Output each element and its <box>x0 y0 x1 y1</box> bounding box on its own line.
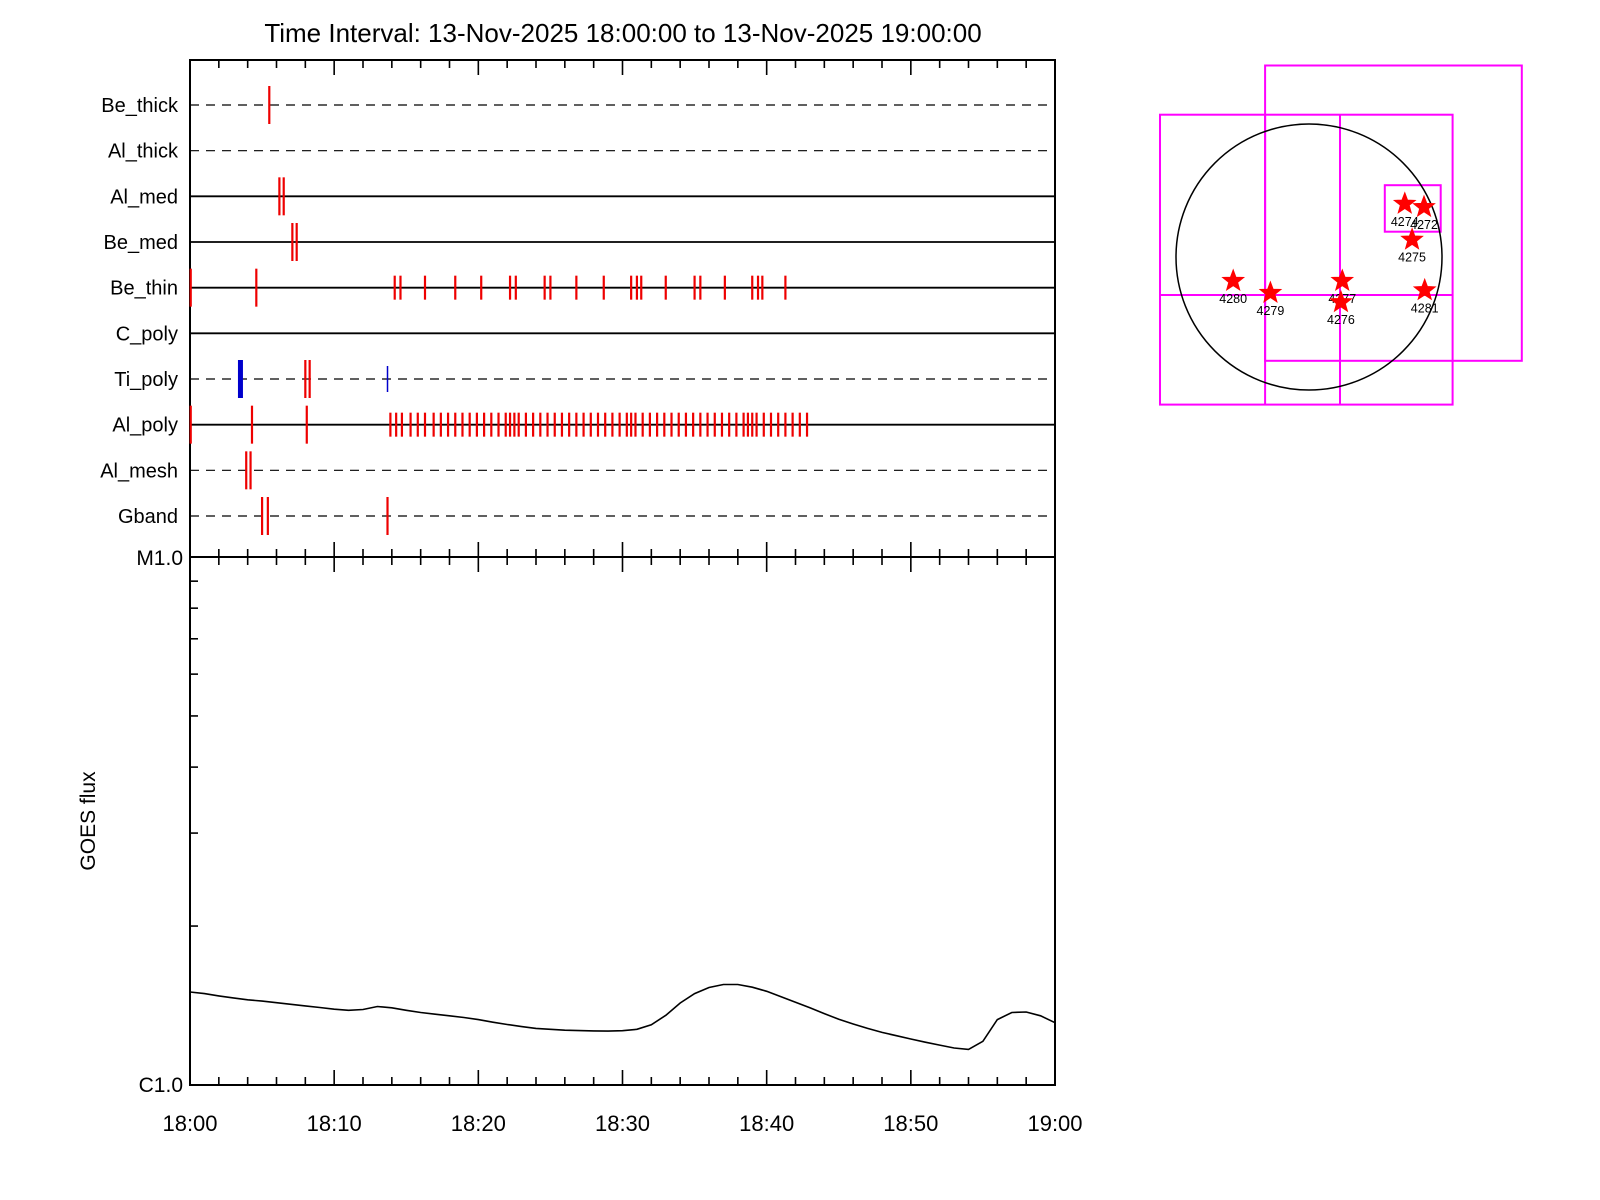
goes-panel: M1.0 C1.0 18:00 18:10 18:20 18:30 18:40 18:50 19… <box>77 547 1083 1136</box>
x-axis-label: 18:30 <box>595 1111 650 1136</box>
x-axis-label: 18:20 <box>451 1111 506 1136</box>
filter-row-label: Gband <box>118 506 178 528</box>
filter-row-label: Al_med <box>110 186 178 208</box>
timeline-panel: Be_thick Al_thick Al_med Be_med Be_thin C_pol… <box>100 59 1056 558</box>
x-axis-label: 19:00 <box>1027 1111 1082 1136</box>
filter-row-label: Al_poly <box>112 415 178 437</box>
active-region-label: 4275 <box>1398 251 1426 265</box>
active-region-label: 4279 <box>1257 304 1285 318</box>
goes-panel-border <box>189 556 1056 1086</box>
active-region-4275: 4275 <box>1398 227 1426 265</box>
filter-row-label: Al_mesh <box>100 460 178 482</box>
x-axis-label: 18:40 <box>739 1111 794 1136</box>
figure-title: Time Interval: 13-Nov-2025 18:00:00 to 1… <box>264 18 982 48</box>
filter-row-be_thin: Be_thin <box>110 268 1055 307</box>
fov-rect <box>1159 113 1454 406</box>
y-axis-bottom-label: C1.0 <box>139 1074 183 1097</box>
filter-row-label: Be_thick <box>101 95 179 117</box>
filter-row-al_med: Al_med <box>110 177 1055 216</box>
active-region-4274: 4274 <box>1391 191 1419 229</box>
filter-row-be_med: Be_med <box>104 223 1055 261</box>
filter-row-al_thick: Al_thick <box>108 141 1055 163</box>
filter-row-ti_poly: Ti_poly <box>114 360 1055 398</box>
filter-row-al_poly: Al_poly <box>112 405 1055 444</box>
x-axis-label: 18:10 <box>307 1111 362 1136</box>
active-region-star-icon <box>1329 289 1353 313</box>
y-axis-title: GOES flux <box>77 771 100 871</box>
goes-flux-line <box>189 983 1056 1051</box>
solar-limb <box>1175 123 1443 391</box>
fov-rect <box>1264 64 1523 362</box>
active-region-label: 4281 <box>1411 301 1439 315</box>
active-region-4276: 4276 <box>1327 289 1355 327</box>
active-region-label: 4272 <box>1410 218 1438 232</box>
filter-row-label: C_poly <box>116 323 178 345</box>
filter-row-gband: Gband <box>118 497 1055 535</box>
filter-row-al_mesh: Al_mesh <box>100 451 1055 490</box>
active-region-star-icon <box>1400 227 1424 250</box>
active-region-4279: 4279 <box>1257 280 1285 318</box>
active-region-star-icon <box>1392 191 1417 214</box>
active-region-star-icon <box>1258 280 1283 303</box>
active-region-star-icon <box>1412 277 1437 301</box>
active-region-label: 4276 <box>1327 313 1355 327</box>
timeline-panel-border <box>189 59 1056 558</box>
active-region-star-icon <box>1221 268 1246 291</box>
y-axis-top-label: M1.0 <box>136 547 183 570</box>
active-region-4280: 4280 <box>1219 268 1247 306</box>
filter-row-label: Be_thin <box>110 278 178 300</box>
filter-row-label: Ti_poly <box>114 369 178 391</box>
active-region-star-icon <box>1412 194 1436 218</box>
active-region-4272: 4272 <box>1410 194 1438 232</box>
active-region-label: 4280 <box>1219 292 1247 306</box>
filter-row-be_thick: Be_thick <box>101 86 1055 124</box>
active-region-star-icon <box>1330 268 1355 291</box>
solar-disk-map: 42744272427542804279427742764281 <box>1159 64 1523 406</box>
filter-row-label: Be_med <box>104 232 179 254</box>
active-region-4281: 4281 <box>1411 277 1439 315</box>
filter-row-label: Al_thick <box>108 141 179 163</box>
filter-row-c_poly: C_poly <box>116 323 1055 345</box>
active-region-label: 4274 <box>1391 215 1419 229</box>
x-axis-label: 18:00 <box>162 1111 217 1136</box>
x-axis-label: 18:50 <box>883 1111 938 1136</box>
